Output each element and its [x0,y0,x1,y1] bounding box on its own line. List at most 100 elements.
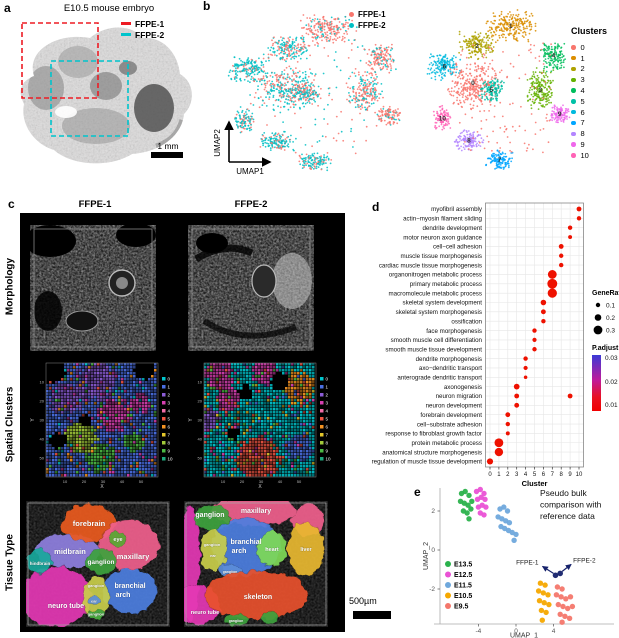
ffpe1-crop-box [21,22,99,99]
tissue-region-labels: forebrainmidbrainhindbraineyemaxillaryga… [30,519,151,617]
tissue-regions [184,501,325,627]
ffpe2-swatch [121,32,131,37]
svg-text:10: 10 [439,115,447,122]
legend-item-ffpe1: FFPE-1 [349,9,386,20]
cluster-legend-item-4: 4 [571,85,617,96]
morphology-image-ffpe2 [188,225,314,351]
legend-item-ffpe2: FFPE-2 [121,29,164,40]
ffpe2-crop-box [50,60,129,137]
cluster-color-dot [571,55,576,61]
cluster-legend-item-9: 9 [571,139,617,150]
cluster-legend-item-2: 2 [571,64,617,75]
cluster-id-label: 5 [580,96,585,106]
svg-text:1: 1 [509,23,513,30]
panel-d-label: d [372,200,380,214]
svg-text:3: 3 [538,87,542,94]
cluster-color-dot [571,109,576,115]
ffpe2-dot [349,23,354,28]
clusters-legend-title: Clusters [571,26,608,36]
svg-text:5: 5 [490,87,494,94]
panel-b-sample-legend: FFPE-1 FFPE-2 [349,9,386,31]
cluster-id-label: 8 [580,129,585,139]
cluster-legend-item-10: 10 [571,150,617,161]
cluster-color-dot [571,77,576,83]
cluster-legend-item-3: 3 [571,74,617,85]
umap-by-sample: UMAP2 UMAP1 [213,14,401,176]
cluster-color-dot [571,142,576,147]
clusters-legend: Clusters 0 1 2 3 4 5 6 7 8 9 10 [571,26,617,161]
cluster-color-dot [571,99,576,104]
cluster-id-label: 7 [580,118,585,128]
panel-a-title: E10.5 mouse embryo [63,3,155,14]
cluster-color-dot [571,131,576,137]
cluster-color-dot [571,66,576,72]
cluster-legend-item-6: 6 [571,107,617,118]
ffpe2-label: FFPE-2 [358,21,386,30]
scale-bar-1mm [151,152,183,158]
cluster-id-label: 6 [580,107,585,117]
svg-text:0: 0 [471,80,475,87]
cluster-id-label: 4 [580,86,585,96]
cluster-id-label: 1 [580,53,585,63]
cluster-legend-item-5: 5 [571,96,617,107]
legend-item-ffpe1: FFPE-1 [121,18,164,29]
cluster-color-dot [571,120,576,126]
cluster-id-label: 0 [580,42,585,52]
embryo-image [20,22,192,164]
cluster-legend-item-0: 0 [571,42,617,53]
cluster-id-label: 9 [580,140,585,150]
clusters-legend-items: 0 1 2 3 4 5 6 7 8 9 10 [571,42,617,161]
panel-c-image-grid: 10 10 20 20 30 30 40 40 50 50 Y X 0 1 2 3 4 5 6 7 8 9 10 10 10 2… [20,213,345,632]
cluster-color-dot [571,45,576,50]
svg-text:7: 7 [498,157,502,164]
umap-sample-points [227,14,401,172]
panel-a-label: a [4,1,11,15]
ffpe2-label: FFPE-2 [135,29,165,40]
scale-bar-500um [353,611,391,619]
ffpe1-label: FFPE-1 [358,10,386,19]
svg-text:6: 6 [443,64,447,71]
column-header-ffpe1: FFPE-1 [78,199,112,210]
tissue-regions [26,503,160,627]
cluster-color-dot [571,153,576,158]
legend-item-ffpe2: FFPE-2 [349,20,386,31]
panel-e-label: e [414,485,421,499]
cluster-legend-item-1: 1 [571,53,617,64]
cluster-legend-item-8: 8 [571,128,617,139]
row-label-spatial-clusters: Spatial Clusters [4,386,16,463]
svg-text:8: 8 [467,137,471,144]
cluster-id-label: 2 [580,64,585,74]
cluster-color-dot [571,88,576,93]
svg-text:9: 9 [558,111,562,118]
umap-cluster-points [426,9,571,170]
cluster-id-label: 3 [580,75,585,85]
row-label-tissue-type: Tissue Type [4,534,16,591]
ffpe1-label: FFPE-1 [135,18,165,29]
ffpe1-dot [349,12,354,17]
scale-bar-label-500um: 500µm [349,596,377,606]
umap2-axis-label: UMAP2 [213,129,222,157]
column-header-ffpe2: FFPE-2 [234,199,268,210]
morphology-image-ffpe1 [30,225,156,351]
tissue-region-labels: ganglionmaxillarybranchialarchganglionea… [191,508,313,623]
panel-c-label: c [8,197,15,211]
panel-b-label: b [203,0,211,13]
tissue-type-image-ffpe1: forebrainmidbrainhindbraineyemaxillaryga… [26,501,170,627]
umap1-axis-label: UMAP1 [236,167,264,176]
ffpe1-swatch [121,21,131,26]
row-label-morphology: Morphology [4,257,16,316]
panel-a-sample-legend: FFPE-1 FFPE-2 [121,18,164,40]
cluster-id-label: 10 [580,150,589,160]
svg-text:2: 2 [475,43,479,50]
tissue-type-image-ffpe2: ganglionmaxillarybranchialarchganglionea… [184,501,328,627]
svg-text:4: 4 [552,53,556,60]
cluster-legend-item-7: 7 [571,118,617,129]
scale-bar-label-1mm: 1 mm [157,141,179,151]
